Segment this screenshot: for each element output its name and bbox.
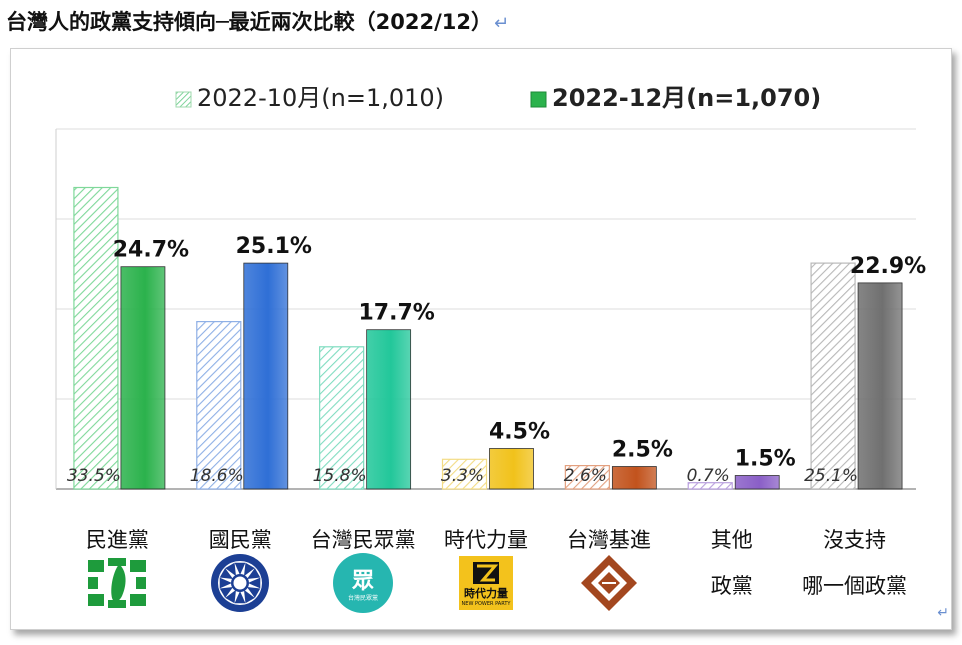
logo-text: 眾: [351, 569, 374, 594]
data-label-oct: 0.7%: [687, 466, 730, 486]
bar-oct: [196, 321, 242, 490]
data-label-oct: 25.1%: [804, 466, 858, 486]
tsp-diamond-logo: [580, 555, 637, 611]
category-label: 台灣基進: [544, 517, 674, 563]
legend-swatch: [175, 91, 192, 108]
data-label-dec: 4.5%: [489, 420, 550, 445]
category-label: 民進黨: [52, 517, 182, 563]
data-label-oct: 3.3%: [441, 466, 484, 486]
data-label-dec: 24.7%: [113, 238, 189, 263]
category-label: 其他 政黨: [667, 517, 797, 609]
chart-frame: 2022-10月(n=1,010) 2022-12月(n=1,070) 33.5% 2…: [10, 48, 952, 630]
bar-oct: [810, 262, 856, 490]
category-label-line: 政黨: [710, 574, 753, 598]
data-label-oct: 33.5%: [67, 466, 121, 486]
paragraph-mark-icon: ↵: [493, 13, 510, 34]
category-label: 台灣民眾黨: [298, 517, 428, 563]
category-label-line: 其他: [710, 528, 753, 552]
category-label: 沒支持 哪一個政黨: [790, 517, 920, 609]
bar-oct: [687, 482, 733, 490]
bar-dec: [489, 448, 534, 490]
category-label-line: 哪一個政黨: [802, 574, 908, 598]
data-label-dec: 25.1%: [236, 234, 312, 259]
legend-swatch: [530, 91, 547, 108]
data-label-oct: 2.6%: [564, 466, 607, 486]
bar-dec: [120, 266, 166, 490]
category-label-line: 國民黨: [208, 528, 272, 552]
page-title-text: 台灣人的政黨支持傾向─最近兩次比較（2022/12）: [6, 10, 492, 34]
category-label-line: 沒支持: [823, 528, 887, 552]
bar-dec: [366, 329, 412, 490]
corner-mark-icon: ↵: [937, 605, 949, 621]
bar-dec: [611, 466, 657, 490]
bar-dec: [243, 262, 289, 490]
bar-oct: [73, 186, 119, 490]
kmt-sun-emblem-logo: [211, 554, 270, 612]
bar-oct: [441, 458, 488, 490]
logo-subtext: 台灣民眾黨: [348, 594, 378, 602]
bar-chart: 2022-10月(n=1,010) 2022-12月(n=1,070) 33.5% 2…: [55, 84, 926, 490]
bar-dec: [734, 475, 780, 490]
bar-oct: [564, 465, 610, 490]
data-label-dec: 17.7%: [358, 301, 434, 326]
data-label-oct: 18.6%: [190, 466, 244, 486]
logo-text: 時代力量: [464, 586, 508, 600]
data-label-dec: 1.5%: [735, 447, 796, 472]
data-label-dec: 2.5%: [612, 438, 673, 463]
legend-label: 2022-12月(n=1,070): [552, 84, 821, 112]
bar-dec: [857, 282, 903, 490]
category-label-line: 台灣民眾黨: [310, 528, 416, 552]
bar-oct: [319, 346, 365, 490]
page-title: 台灣人的政黨支持傾向─最近兩次比較（2022/12） ↵: [6, 6, 509, 36]
category-label: 國民黨: [175, 517, 305, 563]
category-label: 時代力量: [421, 517, 551, 563]
logo-subtext: NEW POWER PARTY: [462, 601, 512, 607]
category-label-line: 時代力量: [444, 528, 528, 552]
data-label-dec: 22.9%: [850, 254, 926, 279]
dpp-taiwan-map-logo: [88, 558, 147, 608]
category-label-line: 台灣基進: [566, 528, 651, 552]
category-label-line: 民進黨: [85, 528, 149, 552]
data-label-oct: 15.8%: [313, 466, 367, 486]
legend-label: 2022-10月(n=1,010): [197, 84, 444, 112]
